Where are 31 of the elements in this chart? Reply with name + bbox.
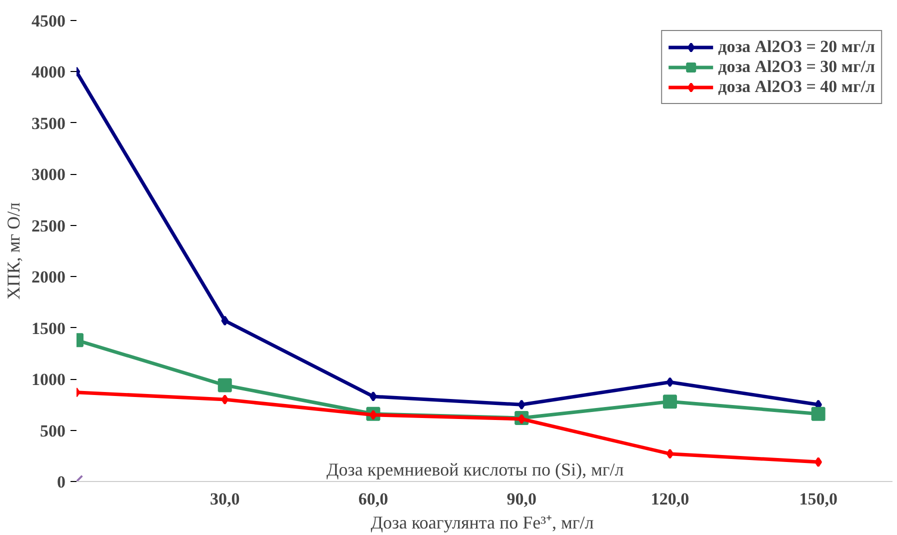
y-tick-label: 3500 [32,114,66,133]
point [221,394,229,405]
annotation: Доза кремниевой кислоты по (Si), мг/л [326,460,624,480]
y-tick-label: 0 [57,472,66,492]
legend-label: доза Al2O3 = 30 мг/л [718,57,875,77]
point [221,316,229,326]
point [814,457,822,468]
y-tick-label: 2500 [32,216,66,236]
x-tick-label: 30,0 [210,490,240,508]
point [811,406,826,421]
x-tick-label: 150,0 [799,490,838,508]
x-axis-title: Доза коагулянта по Fe³⁺, мг/л [370,512,594,532]
y-axis-title: ХПК, мг О/л [4,202,24,300]
y-tick-label: 2000 [32,268,66,287]
y-tick-label: 500 [40,421,66,440]
point [666,377,674,388]
point [666,448,674,459]
point [218,378,232,392]
point [370,391,377,402]
legend-label: доза Al2O3 = 40 мг/л [718,77,875,97]
legend-label: доза Al2O3 = 20 мг/л [718,37,875,57]
y-tick-label: 1500 [32,318,66,338]
point [662,394,677,409]
y-tick-label: 4000 [32,62,66,82]
y-tick-label: 3000 [32,165,66,184]
y-tick-label: 1000 [32,370,66,390]
x-tick-label: 90,0 [506,490,536,508]
x-tick-label: 120,0 [650,490,690,508]
y-tick-label: 4500 [32,12,66,30]
point [518,400,526,410]
x-tick-label: 60,0 [358,490,388,508]
